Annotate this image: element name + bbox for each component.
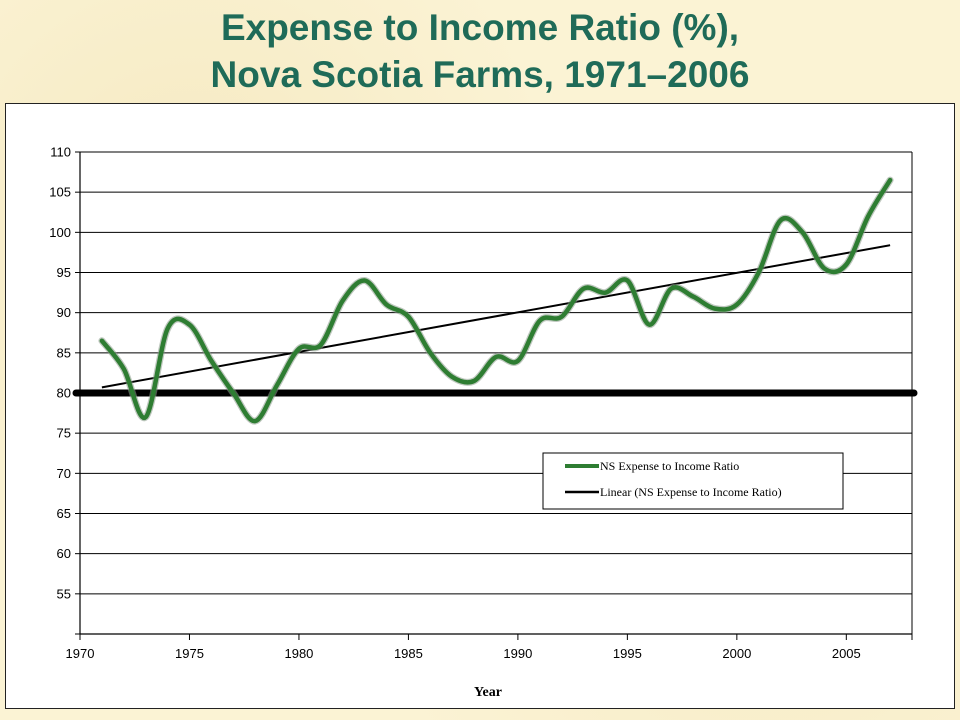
slide-title: Expense to Income Ratio (%), Nova Scotia… (0, 4, 960, 98)
y-tick-label: 90 (57, 305, 71, 320)
series-ns-ratio-line (99, 177, 893, 424)
y-tick-label: 105 (49, 185, 71, 200)
y-tick-label: 75 (57, 426, 71, 441)
legend-label-ns-ratio: NS Expense to Income Ratio (600, 459, 739, 473)
slide-title-line1: Expense to Income Ratio (%), (220, 7, 740, 48)
chart-frame: 55 60 65 70 75 80 85 90 95 100 105 110 1970 1975 1980 1… (5, 103, 955, 709)
y-tick-label: 85 (57, 345, 71, 360)
y-tick-label: 80 (57, 386, 71, 401)
y-tick-label: 110 (50, 145, 71, 160)
line-chart: 55 60 65 70 75 80 85 90 95 100 105 110 1970 1975 1980 1… (49, 145, 918, 700)
y-tick-label: 100 (49, 225, 71, 240)
x-axis-title: Year (474, 685, 502, 700)
y-tick-label: 70 (57, 466, 71, 481)
y-tick-label: 65 (57, 506, 71, 521)
x-tick-label: 1990 (503, 646, 532, 661)
x-tick-label: 1970 (66, 646, 95, 661)
x-tick-label: 1975 (175, 646, 204, 661)
slide-title-line2: Nova Scotia Farms, 1971–2006 (210, 54, 750, 95)
x-tick-label: 1995 (613, 646, 642, 661)
y-tick-label: 95 (57, 265, 71, 280)
x-tick-label: 2000 (722, 646, 751, 661)
series-linear-trendline (101, 244, 891, 389)
x-tick-label: 2005 (832, 646, 861, 661)
y-tick-label: 55 (57, 586, 71, 601)
series-ns-ratio-shadow (98, 176, 894, 425)
x-tick-label: 1980 (284, 646, 313, 661)
x-tick-label: 1985 (394, 646, 423, 661)
legend-box (542, 452, 844, 510)
y-tick-label: 60 (57, 546, 71, 561)
legend-label-linear: Linear (NS Expense to Income Ratio) (600, 485, 782, 499)
